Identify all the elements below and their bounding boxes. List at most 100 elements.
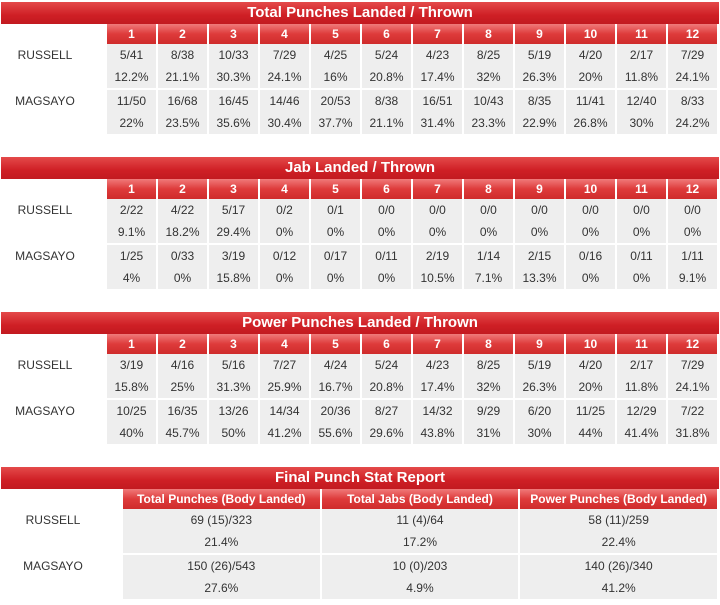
round-header: 2 — [158, 24, 207, 44]
pct-cell: 17.4% — [413, 376, 462, 398]
pct-cell: 0% — [311, 221, 360, 243]
pct-cell: 4.9% — [321, 577, 519, 599]
pct-cell: 21.1% — [158, 66, 207, 88]
fighter-name-spacer — [3, 112, 105, 134]
count-cell: 5/19 — [515, 44, 564, 66]
count-cell: 16/68 — [158, 90, 207, 112]
pct-cell: 32% — [464, 66, 513, 88]
count-cell: 8/27 — [362, 400, 411, 422]
count-cell: 4/25 — [311, 44, 360, 66]
fighter-name-spacer — [3, 376, 105, 398]
count-cell: 8/25 — [464, 44, 513, 66]
table-row: MAGSAYO 11/50 16/68 16/45 14/46 20/53 8/38 16/5… — [3, 90, 717, 112]
pct-cell: 22.9% — [515, 112, 564, 134]
fighter-name: RUSSELL — [3, 509, 121, 531]
round-header: 5 — [311, 179, 360, 199]
count-cell: 0/11 — [617, 245, 666, 267]
round-header: 9 — [515, 334, 564, 354]
pct-cell: 23.5% — [158, 112, 207, 134]
round-header: 12 — [668, 24, 717, 44]
count-cell: 7/29 — [668, 44, 717, 66]
section-title: Power Punches Landed / Thrown — [1, 312, 719, 334]
count-cell: 0/16 — [566, 245, 615, 267]
pct-cell: 26.3% — [515, 376, 564, 398]
fighter-name: RUSSELL — [3, 354, 105, 376]
pct-cell: 30% — [515, 422, 564, 444]
round-header: 1 — [107, 334, 156, 354]
round-header: 6 — [362, 334, 411, 354]
fighter-name-spacer — [3, 66, 105, 88]
pct-cell: 0% — [362, 267, 411, 289]
pct-cell: 31.8% — [668, 422, 717, 444]
pct-cell: 31% — [464, 422, 513, 444]
section-title: Total Punches Landed / Thrown — [1, 2, 719, 24]
header-blank — [3, 334, 105, 354]
jab-section: Jab Landed / Thrown 1 2 3 4 5 6 7 8 9 10 11 12 RUSSE… — [1, 157, 719, 289]
pct-cell: 55.6% — [311, 422, 360, 444]
pct-cell: 0% — [566, 267, 615, 289]
pct-cell: 45.7% — [158, 422, 207, 444]
power-punches-table: 1 2 3 4 5 6 7 8 9 10 11 12 RUSSELL 3/19 4/16 5/16 7/27 4/… — [1, 334, 719, 444]
pct-cell: 11.8% — [617, 376, 666, 398]
pct-cell: 15.8% — [209, 267, 258, 289]
pct-cell: 10.5% — [413, 267, 462, 289]
pct-cell: 24.1% — [668, 66, 717, 88]
count-cell: 4/23 — [413, 354, 462, 376]
count-cell: 0/2 — [260, 199, 309, 221]
fighter-name-spacer — [3, 531, 121, 553]
pct-cell: 20% — [566, 66, 615, 88]
count-cell: 0/11 — [362, 245, 411, 267]
pct-cell: 22.4% — [520, 531, 717, 553]
table-row: 21.4% 17.2% 22.4% — [3, 531, 717, 553]
count-cell: 0/0 — [413, 199, 462, 221]
pct-cell: 37.7% — [311, 112, 360, 134]
round-header: 5 — [311, 24, 360, 44]
round-header: 2 — [158, 179, 207, 199]
count-cell: 9/29 — [464, 400, 513, 422]
count-cell: 1/14 — [464, 245, 513, 267]
count-cell: 12/29 — [617, 400, 666, 422]
count-cell: 0/17 — [311, 245, 360, 267]
round-header: 3 — [209, 334, 258, 354]
count-cell: 20/53 — [311, 90, 360, 112]
pct-cell: 30% — [617, 112, 666, 134]
pct-cell: 32% — [464, 376, 513, 398]
count-cell: 13/26 — [209, 400, 258, 422]
final-report-section: Final Punch Stat Report Total Punches (B… — [1, 467, 719, 599]
round-header: 10 — [566, 24, 615, 44]
pct-cell: 7.1% — [464, 267, 513, 289]
round-header: 7 — [413, 179, 462, 199]
pct-cell: 16.7% — [311, 376, 360, 398]
round-header: 6 — [362, 179, 411, 199]
pct-cell: 0% — [617, 221, 666, 243]
pct-cell: 21.4% — [123, 531, 320, 553]
fighter-name: RUSSELL — [3, 44, 105, 66]
round-header: 5 — [311, 334, 360, 354]
pct-cell: 4% — [107, 267, 156, 289]
round-header: 4 — [260, 179, 309, 199]
round-header: 12 — [668, 334, 717, 354]
table-row: 4% 0% 15.8% 0% 0% 0% 10.5% 7.1% 13.3% 0% 0% 9.1% — [3, 267, 717, 289]
count-cell: 2/19 — [413, 245, 462, 267]
total-punches-table: 1 2 3 4 5 6 7 8 9 10 11 12 RUSSELL 5/41 8/38 10/33 7/29 4… — [1, 24, 719, 134]
count-cell: 1/25 — [107, 245, 156, 267]
table-row: 40% 45.7% 50% 41.2% 55.6% 29.6% 43.8% 31% 30% 44%… — [3, 422, 717, 444]
pct-cell: 35.6% — [209, 112, 258, 134]
count-cell: 0/0 — [617, 199, 666, 221]
count-cell: 0/0 — [362, 199, 411, 221]
round-header: 1 — [107, 24, 156, 44]
count-cell: 4/23 — [413, 44, 462, 66]
count-cell: 2/17 — [617, 354, 666, 376]
count-cell: 4/22 — [158, 199, 207, 221]
stat-cell: 140 (26)/340 — [520, 555, 717, 577]
table-row: RUSSELL 5/41 8/38 10/33 7/29 4/25 5/24 4/23 8/25… — [3, 44, 717, 66]
pct-cell: 9.1% — [668, 267, 717, 289]
fighter-name: MAGSAYO — [3, 245, 105, 267]
pct-cell: 0% — [158, 267, 207, 289]
round-header: 2 — [158, 334, 207, 354]
table-row: MAGSAYO 1/25 0/33 3/19 0/12 0/17 0/11 2/19 1/14 2… — [3, 245, 717, 267]
table-row: MAGSAYO 150 (26)/543 10 (0)/203 140 (26)… — [3, 555, 717, 577]
count-cell: 8/38 — [362, 90, 411, 112]
pct-cell: 40% — [107, 422, 156, 444]
round-header: 10 — [566, 179, 615, 199]
